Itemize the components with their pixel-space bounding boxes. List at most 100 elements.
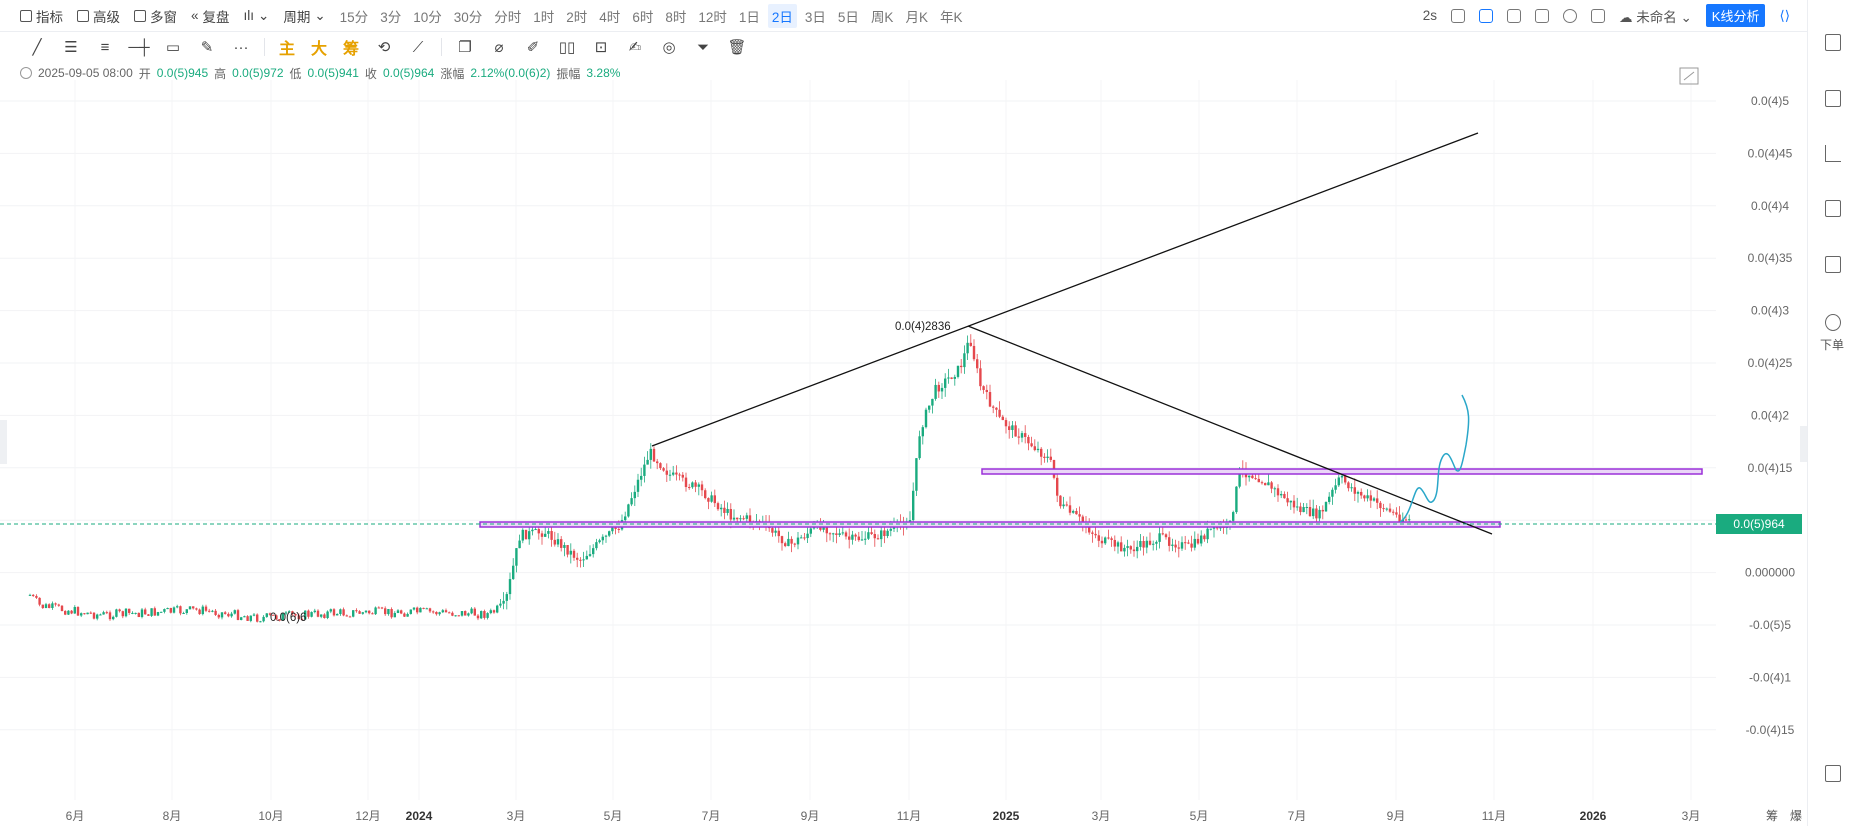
order-book-icon[interactable]	[1825, 34, 1841, 51]
etf-icon[interactable]	[1825, 256, 1841, 273]
period-month[interactable]: 月K	[905, 9, 928, 25]
layout-icon[interactable]	[1825, 765, 1841, 782]
candle-body	[368, 610, 371, 614]
candle-body	[1254, 478, 1257, 480]
candle-body	[995, 407, 998, 410]
period-6h[interactable]: 6时	[632, 9, 654, 25]
measure-tool-icon[interactable]: ⟋	[412, 38, 424, 56]
candle-body	[435, 611, 438, 615]
zoom-reset-icon[interactable]	[1679, 67, 1699, 85]
period-2h[interactable]: 2时	[566, 9, 588, 25]
channel-tool-icon[interactable]: ≡	[100, 38, 110, 56]
multiwindow-button[interactable]: 多窗	[134, 6, 177, 26]
chart-type-button[interactable]: ılı ⌄	[244, 8, 270, 24]
price-axis[interactable]: 0.0(4)5 0.0(4)45 0.0(4)4 0.0(4)35 0.0(4)3 0.0…	[1745, 94, 1795, 737]
advanced-button[interactable]: 高级	[77, 6, 120, 26]
depth-icon[interactable]	[1825, 145, 1841, 162]
settings-icon[interactable]	[1562, 8, 1577, 23]
window-icon[interactable]	[1506, 8, 1521, 23]
order-icon[interactable]	[1825, 314, 1841, 331]
candle-body	[720, 507, 723, 510]
calculator-icon[interactable]	[1534, 8, 1549, 23]
period-15m[interactable]: 15分	[339, 9, 369, 25]
support-zone[interactable]	[479, 521, 1501, 528]
candle-body	[876, 538, 880, 540]
candle-body	[582, 559, 585, 561]
candle-body	[1222, 524, 1225, 528]
candle-body	[963, 353, 966, 368]
copy-tool-icon[interactable]: ❐	[458, 39, 472, 56]
period-3d[interactable]: 3日	[804, 9, 826, 25]
more-tools-icon[interactable]: ···	[233, 38, 249, 56]
refresh-interval[interactable]: 2s	[1422, 8, 1437, 23]
trendline-tool-icon[interactable]: ╱	[32, 39, 42, 56]
collapse-icon[interactable]	[20, 67, 32, 79]
main-force-button[interactable]: 主	[278, 41, 295, 58]
period-week[interactable]: 周K	[870, 9, 894, 25]
candle-body	[160, 611, 163, 613]
filter-tool-icon[interactable]: ⏷	[696, 38, 709, 56]
lock-tool-icon[interactable]: ⊡	[594, 39, 608, 56]
time-axis[interactable]: 6月 8月 10月 12月 2024 3月 5月 7月 9月 11月 2025 3月 5月 7月 9月 11月…	[66, 809, 1701, 823]
cycle-tool-icon[interactable]: ⟲	[377, 39, 391, 56]
period-timeshare[interactable]: 分时	[494, 9, 522, 25]
right-panel-handle[interactable]	[1800, 426, 1808, 462]
period-2d[interactable]: 2日	[767, 3, 797, 28]
candle-body	[537, 529, 540, 534]
parallel-lines-tool-icon[interactable]: ☰	[64, 39, 78, 56]
kline-analysis-button[interactable]: K线分析	[1705, 4, 1766, 27]
brush-tool-icon[interactable]: ✎	[200, 39, 214, 56]
pen-icon[interactable]	[1478, 8, 1493, 23]
candle-body	[793, 543, 796, 545]
chip-distribution-label[interactable]: 筹	[1766, 809, 1778, 823]
falling-trendline[interactable]	[967, 325, 1493, 535]
share-icon[interactable]: ⟨⟩	[1779, 7, 1790, 23]
fullscreen-icon[interactable]	[1590, 8, 1605, 23]
candle-pattern-tool-icon[interactable]: ▯▯	[558, 39, 576, 56]
order-label[interactable]: 下单	[1820, 338, 1845, 352]
candle-body	[496, 605, 499, 613]
period-10m[interactable]: 10分	[413, 9, 442, 25]
left-panel-handle[interactable]	[0, 420, 7, 464]
liquidation-label[interactable]: 爆	[1790, 809, 1802, 823]
rectangle-tool-icon[interactable]: ▭	[165, 39, 181, 56]
rising-trendline[interactable]	[651, 132, 1479, 447]
candle-body	[1030, 443, 1033, 447]
candle-body	[1088, 526, 1091, 533]
camera-icon[interactable]	[1450, 8, 1465, 23]
big-order-button[interactable]: 大	[310, 41, 327, 58]
candle-body	[83, 613, 86, 615]
candle-body	[1072, 510, 1075, 513]
period-1d[interactable]: 1日	[738, 9, 760, 25]
candle-body	[1084, 522, 1088, 527]
candle-body	[1235, 486, 1238, 513]
candle-body	[1120, 542, 1123, 552]
candle-body	[460, 611, 464, 616]
magnet-tool-icon[interactable]: ⌀	[494, 39, 504, 56]
market-data-icon[interactable]	[1825, 200, 1841, 217]
projection-curve[interactable]	[1399, 394, 1470, 523]
period-1h[interactable]: 1时	[533, 9, 555, 25]
eraser-tool-icon[interactable]: ✐	[526, 39, 540, 56]
period-3m[interactable]: 3分	[380, 9, 402, 25]
edit-tool-icon[interactable]: ✍	[628, 39, 642, 56]
period-8h[interactable]: 8时	[665, 9, 687, 25]
horizontal-line-tool-icon[interactable]: ─┼	[128, 38, 150, 56]
candle-body	[70, 610, 73, 614]
replay-button[interactable]: «复盘	[191, 8, 230, 25]
period-5d[interactable]: 5日	[837, 9, 859, 25]
period-4h[interactable]: 4时	[599, 9, 621, 25]
resistance-zone[interactable]	[981, 468, 1703, 475]
period-12h[interactable]: 12时	[698, 9, 727, 25]
period-dropdown[interactable]: 周期 ⌄	[283, 7, 326, 25]
candle-body	[934, 384, 937, 399]
indicator-button[interactable]: 指标	[20, 6, 63, 26]
layout-selector[interactable]: ☁ 未命名 ⌄	[1618, 9, 1692, 25]
trades-icon[interactable]	[1825, 90, 1841, 107]
delete-tool-icon[interactable]: 🗑	[727, 39, 747, 56]
period-30m[interactable]: 30分	[453, 9, 483, 25]
chip-button[interactable]: 筹	[342, 41, 359, 58]
candlestick-chart[interactable]: 0.0(4)2836 0.0(6)6 0.0(4)50.0(4)450.0(4)…	[0, 0, 1808, 826]
period-year[interactable]: 年K	[939, 9, 963, 25]
visibility-tool-icon[interactable]: ◎	[662, 39, 676, 56]
